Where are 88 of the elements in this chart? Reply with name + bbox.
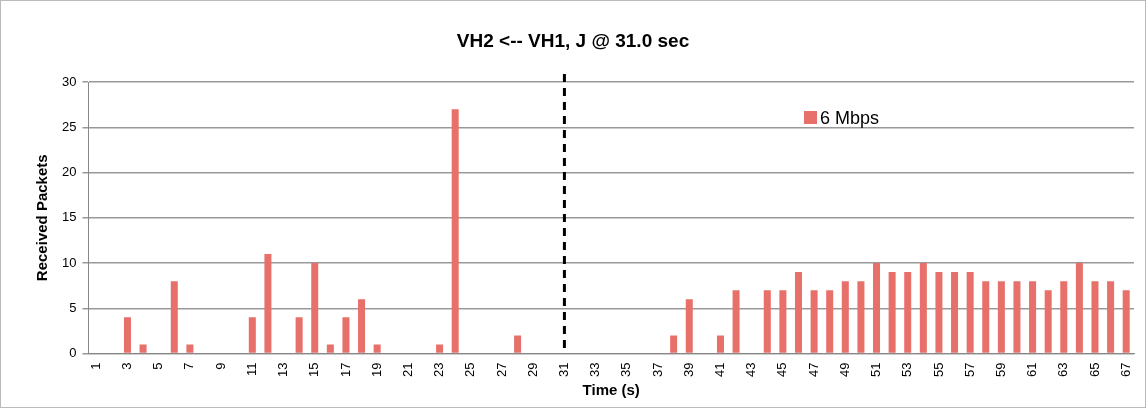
bar: [888, 272, 896, 353]
bar: [966, 272, 974, 353]
x-tick-label: 11: [243, 362, 259, 377]
bar: [311, 263, 319, 353]
x-tick-label: 7: [181, 362, 197, 370]
bar: [1029, 281, 1037, 353]
x-tick-label: 1: [87, 362, 103, 370]
x-tick-label: 13: [275, 362, 291, 378]
bar: [1060, 281, 1068, 353]
bar: [716, 335, 724, 353]
x-tick-label: 59: [992, 362, 1008, 378]
bar: [670, 335, 678, 353]
x-tick-label: 31: [555, 362, 571, 378]
x-tick-label: 49: [836, 362, 852, 378]
bar: [358, 299, 366, 353]
x-tick-label: 57: [961, 362, 977, 378]
bar: [857, 281, 865, 353]
x-tick-label: 37: [649, 362, 665, 378]
x-tick-label: 15: [306, 362, 322, 378]
bar: [732, 290, 740, 353]
x-tick-label: 43: [743, 362, 759, 378]
bar: [904, 272, 912, 353]
bar: [436, 344, 444, 353]
bar: [326, 344, 334, 353]
bar: [514, 335, 522, 353]
bar: [295, 317, 303, 353]
bar: [873, 263, 881, 353]
chart-title: VH2 <-- VH1, J @ 31.0 sec: [455, 30, 691, 52]
y-tick-label: 20: [61, 164, 77, 180]
y-tick-label: 25: [61, 118, 77, 134]
x-tick-label: 39: [680, 362, 696, 378]
x-tick-label: 55: [930, 362, 946, 378]
x-tick-label: 17: [337, 362, 353, 378]
bar: [919, 263, 927, 353]
bar: [982, 281, 990, 353]
bar: [1091, 281, 1099, 353]
bar: [1013, 281, 1021, 353]
y-tick-label: 30: [61, 73, 77, 89]
bar: [342, 317, 350, 353]
bar: [810, 290, 818, 353]
x-tick-label: 33: [587, 362, 603, 378]
x-tick-label: 5: [150, 362, 166, 370]
x-tick-label: 21: [399, 362, 415, 378]
x-tick-label: 25: [462, 362, 478, 378]
x-tick-label: 67: [1117, 362, 1133, 378]
bar: [763, 290, 771, 353]
y-tick-label: 10: [61, 254, 77, 270]
x-tick-label: 41: [712, 362, 728, 378]
bar: [248, 317, 256, 353]
x-tick-label: 3: [119, 362, 135, 370]
bar: [451, 109, 459, 353]
bar: [794, 272, 802, 353]
bar: [1122, 290, 1130, 353]
x-tick-label: 45: [774, 362, 790, 378]
x-tick-label: 65: [1086, 362, 1102, 378]
bar: [997, 281, 1005, 353]
legend-label: 6 Mbps: [820, 107, 880, 128]
bar: [123, 317, 131, 353]
bar: [935, 272, 943, 353]
x-tick-label: 61: [1024, 362, 1040, 378]
y-tick-label: 0: [69, 345, 77, 361]
x-tick-label: 35: [618, 362, 634, 378]
bar: [841, 281, 849, 353]
x-tick-label: 23: [431, 362, 447, 378]
x-tick-label: 63: [1055, 362, 1071, 378]
x-tick-label: 51: [868, 362, 884, 378]
bar: [170, 281, 178, 353]
bar: [373, 344, 381, 353]
x-axis-title: Time (s): [582, 381, 640, 399]
bar: [779, 290, 787, 353]
x-tick-label: 27: [493, 362, 509, 378]
y-tick-label: 5: [69, 299, 77, 315]
bar: [1107, 281, 1115, 353]
x-tick-label: 53: [899, 362, 915, 378]
x-tick-label: 19: [368, 362, 384, 378]
x-tick-label: 29: [524, 362, 540, 378]
bar: [139, 344, 147, 353]
bar: [264, 253, 272, 353]
bar: [1044, 290, 1052, 353]
bar: [951, 272, 959, 353]
y-tick-label: 15: [61, 209, 77, 225]
x-tick-label: 9: [212, 362, 228, 370]
y-axis-title: Received Packets: [33, 154, 51, 282]
bar: [1075, 263, 1083, 353]
bar: [685, 299, 693, 353]
bar: [826, 290, 834, 353]
x-tick-label: 47: [805, 362, 821, 378]
bar: [186, 344, 194, 353]
